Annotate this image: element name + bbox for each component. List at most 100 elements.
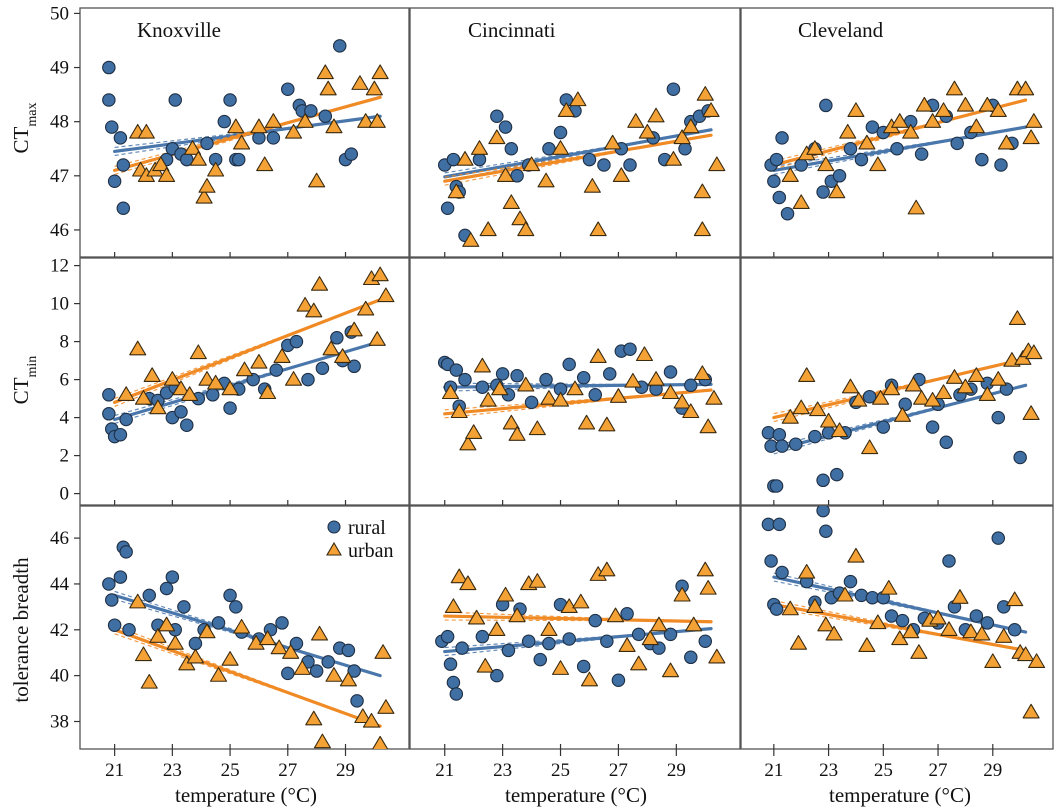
urban-point: [661, 384, 680, 400]
rural-point: [895, 613, 910, 628]
urban-point: [924, 113, 942, 128]
urban-point: [537, 172, 555, 188]
rural-point: [321, 655, 335, 669]
urban-point: [836, 586, 854, 602]
urban-point: [817, 156, 835, 172]
rural-point: [542, 141, 556, 156]
urban-point: [861, 439, 879, 455]
rural-point: [102, 60, 116, 75]
rural-point: [925, 420, 940, 434]
urban-point: [325, 118, 343, 134]
urban-point: [967, 118, 985, 134]
urban-point: [551, 660, 570, 675]
urban-point: [308, 172, 326, 188]
urban-point: [830, 422, 849, 438]
rural-point: [281, 666, 295, 681]
rural-point: [223, 93, 237, 107]
y-tick-label-ctmin-2: 2: [60, 446, 70, 467]
rural-point: [113, 427, 128, 442]
urban-point: [1006, 591, 1024, 607]
urban-point: [166, 634, 184, 650]
urban-point: [635, 346, 654, 362]
rural-point: [553, 125, 568, 140]
urban-point: [934, 102, 953, 117]
rural-point: [180, 418, 194, 432]
rural-point: [174, 405, 188, 419]
urban-point: [858, 637, 876, 652]
urban-point: [612, 167, 630, 182]
y-tick-label-ctmax-47: 47: [50, 166, 69, 187]
urban-point: [345, 321, 363, 337]
urban-point: [496, 586, 515, 602]
urban-point: [517, 376, 535, 392]
rural-point: [832, 169, 847, 183]
rural-point: [142, 588, 157, 603]
rural-point: [443, 657, 458, 671]
rural-point: [991, 410, 1006, 425]
urban-point: [578, 414, 596, 430]
urban-point: [152, 156, 170, 172]
rural-point: [275, 616, 289, 630]
x-tick-label-knoxville-25: 25: [221, 760, 240, 781]
rural-fit-line: [443, 128, 713, 179]
urban-point: [589, 348, 607, 363]
urban-fit-line: [113, 298, 382, 404]
rural-point: [102, 93, 116, 107]
urban-point: [181, 386, 199, 401]
rural-point: [309, 664, 324, 678]
urban-point: [781, 167, 799, 182]
rural-point: [289, 334, 304, 349]
panel-title-knoxville: Knoxville: [137, 18, 221, 42]
urban-point: [221, 651, 239, 666]
urban-point: [850, 391, 868, 407]
rural-point: [602, 367, 617, 381]
rural-point: [440, 201, 455, 216]
rural-point: [510, 369, 524, 383]
urban-point: [956, 96, 974, 112]
urban-point: [305, 710, 323, 726]
y-axis-title-tolerance-breadth: tolerance breadth: [9, 557, 33, 703]
urban-point: [661, 662, 680, 678]
y-tick-label-ctmin-6: 6: [60, 370, 70, 391]
urban-point: [673, 129, 691, 145]
y-tick-label-tolerance-breadth-44: 44: [50, 574, 70, 595]
y-tick-label-ctmin-4: 4: [60, 408, 70, 429]
urban-point: [134, 390, 153, 405]
urban-point: [250, 353, 268, 369]
rural-point: [854, 588, 869, 603]
urban-point: [528, 573, 546, 588]
rural-point: [458, 372, 472, 387]
rural-point: [816, 185, 830, 199]
rural-point: [113, 570, 128, 584]
rural-point: [347, 664, 361, 678]
urban-point: [465, 424, 483, 439]
y-axis-title-ctmax-main: CT: [9, 126, 33, 153]
urban-point: [627, 113, 645, 128]
urban-point: [441, 384, 460, 400]
urban-point: [705, 390, 723, 405]
urban-point: [630, 655, 648, 671]
urban-point: [872, 390, 890, 405]
urban-point: [470, 140, 489, 155]
rural-point: [102, 407, 116, 421]
urban-point: [377, 699, 395, 714]
urban-point: [270, 639, 288, 655]
legend-rural-label: rural: [348, 517, 386, 539]
urban-point: [551, 140, 570, 155]
legend-rural-marker: [327, 520, 341, 534]
panel-plot-area: [761, 506, 1046, 719]
rural-point: [980, 616, 995, 630]
urban-point: [129, 340, 147, 356]
rural-point: [663, 365, 678, 379]
urban-point: [339, 671, 357, 687]
urban-fit-line: [113, 95, 382, 172]
rural-point: [281, 82, 295, 96]
urban-point: [841, 378, 860, 394]
rural-point: [475, 380, 490, 394]
urban-point: [459, 435, 477, 451]
urban-point: [517, 221, 535, 237]
urban-point: [699, 418, 717, 434]
urban-point: [839, 123, 857, 139]
